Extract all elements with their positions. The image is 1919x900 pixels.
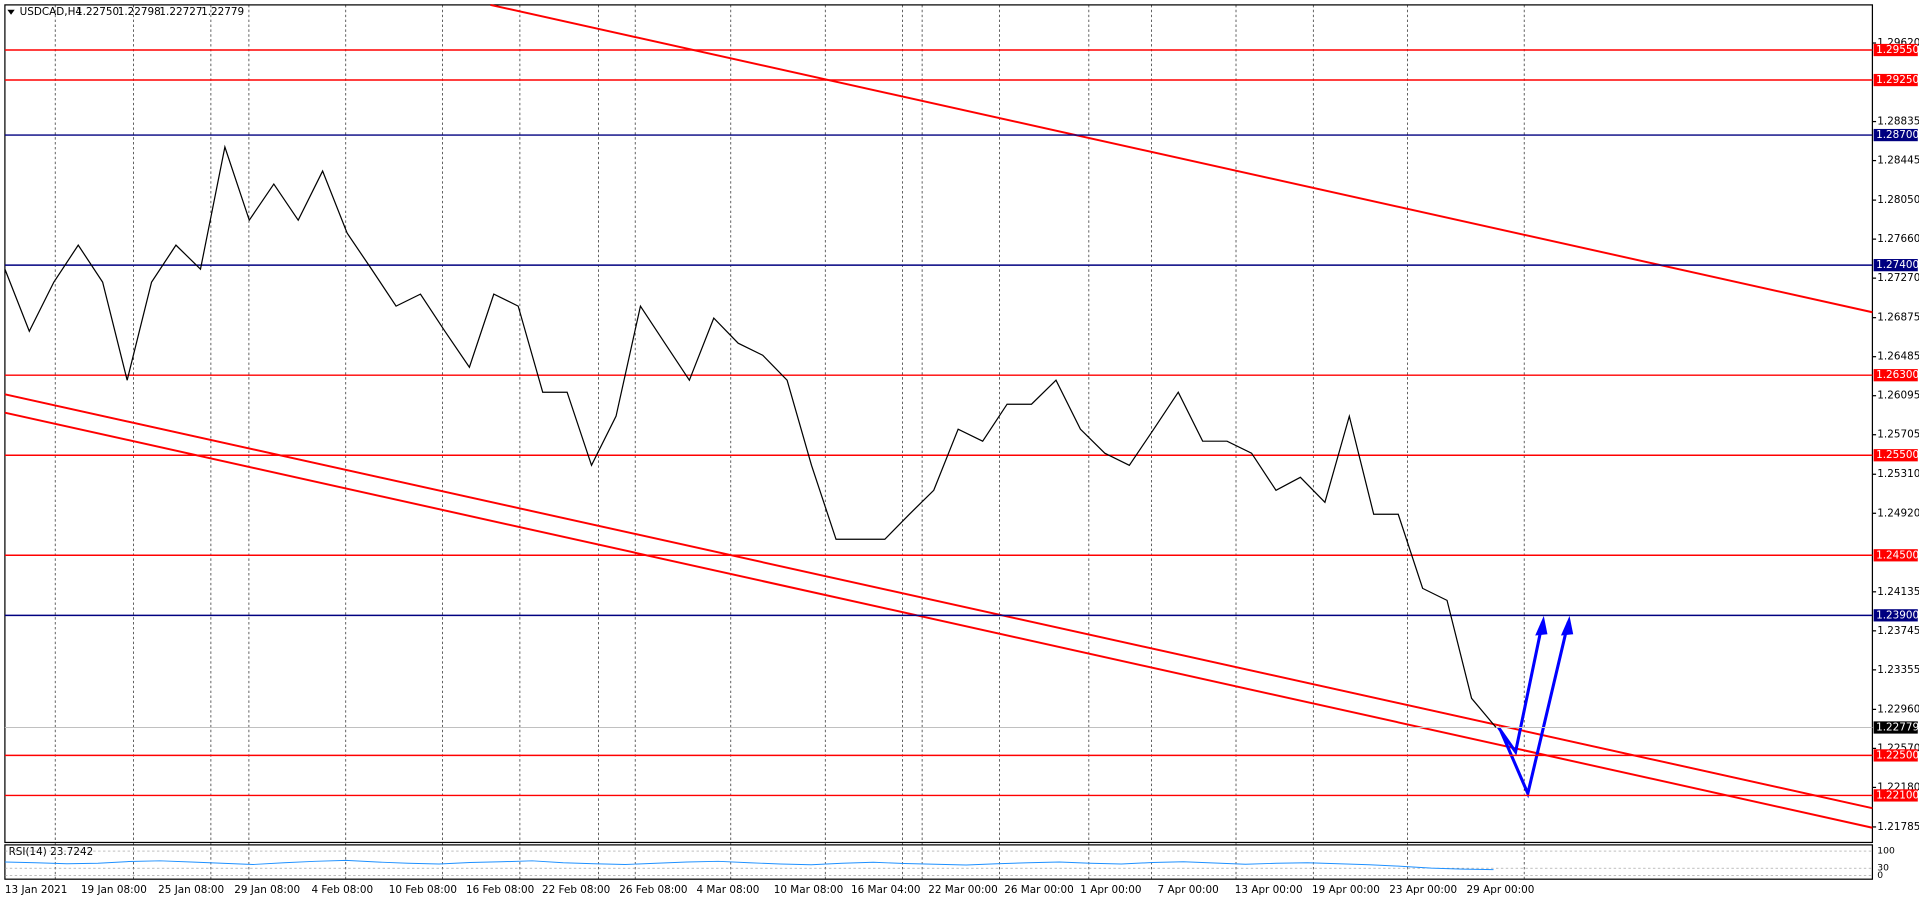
ohlc-value: 1.22727 — [159, 6, 202, 18]
x-tick-label: 10 Feb 08:00 — [389, 884, 457, 896]
x-tick-label: 22 Feb 08:00 — [542, 884, 610, 896]
level-label: 1.27400 — [1876, 259, 1919, 271]
x-tick-label: 19 Apr 00:00 — [1312, 884, 1380, 896]
x-tick-label: 10 Mar 08:00 — [774, 884, 844, 896]
y-tick-label: 1.24920 — [1877, 507, 1919, 519]
x-tick-label: 22 Mar 00:00 — [928, 884, 998, 896]
level-label: 1.28700 — [1876, 129, 1919, 141]
x-tick-label: 29 Jan 08:00 — [234, 884, 300, 896]
y-tick-label: 1.28050 — [1877, 194, 1919, 206]
rsi-tick-label: 30 — [1877, 863, 1889, 874]
x-tick-label: 4 Mar 08:00 — [696, 884, 759, 896]
level-tag — [1873, 259, 1918, 272]
y-tick-label: 1.26875 — [1877, 312, 1919, 324]
trend-line — [4, 393, 1873, 810]
arrow-heads — [1535, 615, 1574, 636]
x-tick-label: 19 Jan 08:00 — [81, 884, 147, 896]
x-tick-label: 13 Apr 00:00 — [1235, 884, 1303, 896]
y-tick-label: 1.25705 — [1877, 429, 1919, 441]
level-label: 1.23900 — [1876, 609, 1919, 621]
trend-line — [490, 3, 1873, 314]
y-tick-label: 1.28835 — [1877, 116, 1919, 128]
level-tag — [1873, 789, 1918, 802]
x-tick-label: 7 Apr 00:00 — [1158, 884, 1219, 896]
y-tick-label: 1.27660 — [1877, 233, 1919, 245]
level-tag — [1873, 609, 1918, 622]
level-label: 1.26300 — [1876, 369, 1919, 381]
x-tick-label: 16 Mar 04:00 — [851, 884, 921, 896]
x-tick-label: 23 Apr 00:00 — [1389, 884, 1457, 896]
x-tick-label: 13 Jan 2021 — [5, 884, 67, 896]
level-label: 1.24500 — [1876, 549, 1919, 561]
y-tick-label: 1.29620 — [1877, 37, 1919, 49]
y-tick-label: 1.21785 — [1877, 821, 1919, 833]
projection-arrows — [1497, 621, 1570, 799]
ohlc-value: 1.22750 — [76, 6, 119, 18]
x-tick-label: 25 Jan 08:00 — [158, 884, 224, 896]
rsi-tick-label: 0 — [1877, 870, 1883, 881]
level-label: 1.22500 — [1876, 749, 1919, 761]
rsi-panel — [4, 844, 1874, 880]
rsi-tick-label: 100 — [1877, 846, 1895, 857]
level-tag — [1873, 369, 1918, 382]
x-tick-label: 1 Apr 00:00 — [1080, 884, 1141, 896]
y-tick-label: 1.22960 — [1877, 703, 1919, 715]
y-tick-label: 1.27270 — [1877, 272, 1919, 284]
y-tick-label: 1.26095 — [1877, 390, 1919, 402]
y-tick-label: 1.25310 — [1877, 468, 1919, 480]
level-tag — [1873, 43, 1918, 57]
level-label: 1.29550 — [1876, 44, 1919, 56]
menu-triangle — [7, 9, 15, 15]
x-tick-label: 4 Feb 08:00 — [311, 884, 373, 896]
ohlc-value: 1.22798 — [118, 6, 161, 18]
x-tick-label: 26 Feb 08:00 — [619, 884, 687, 896]
level-tag — [1873, 749, 1918, 762]
y-tick-label: 1.28445 — [1877, 155, 1919, 167]
vertical-grid — [54, 4, 1525, 880]
y-tick-label: 1.26485 — [1877, 351, 1919, 363]
level-label: 1.22100 — [1876, 789, 1919, 801]
level-label: 1.29250 — [1876, 74, 1919, 86]
level-tag — [1873, 73, 1918, 87]
price-line — [4, 144, 1497, 728]
y-tick-label: 1.22180 — [1877, 781, 1919, 793]
y-tick-label: 1.24135 — [1877, 586, 1919, 598]
main-panel — [4, 4, 1874, 844]
rsi-label: RSI(14) 23.7242 — [9, 846, 94, 858]
y-tick-label: 1.23355 — [1877, 664, 1919, 676]
current-price-tag — [1873, 721, 1918, 734]
level-tag — [1873, 128, 1918, 142]
x-tick-label: 29 Apr 00:00 — [1467, 884, 1535, 896]
ohlc-value: 1.22779 — [201, 6, 244, 18]
y-tick-label: 1.23745 — [1877, 625, 1919, 637]
level-tag — [1873, 549, 1918, 562]
x-tick-label: 26 Mar 00:00 — [1004, 884, 1074, 896]
level-label: 1.25500 — [1876, 449, 1919, 461]
symbol: USDCAD,H4 — [20, 6, 83, 18]
trend-line — [4, 411, 1873, 829]
y-tick-label: 1.22570 — [1877, 742, 1919, 754]
current-price-label: 1.22779 — [1876, 721, 1919, 733]
level-tag — [1873, 449, 1918, 462]
rsi-line — [4, 859, 1494, 871]
x-tick-label: 16 Feb 08:00 — [466, 884, 534, 896]
